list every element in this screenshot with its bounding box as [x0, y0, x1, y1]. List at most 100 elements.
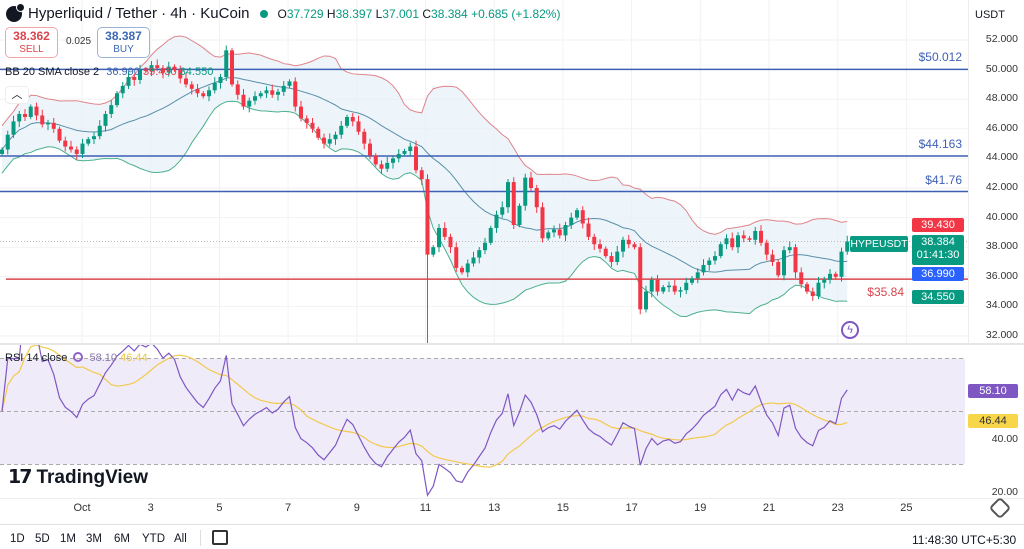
- candle: [557, 229, 562, 236]
- symbol-header: Hyperliquid / Tether · 4h · KuCoin O37.7…: [6, 2, 560, 22]
- candle: [586, 223, 591, 237]
- level-label: $35.84: [867, 285, 904, 300]
- candle: [759, 230, 763, 243]
- last-price-tag: 38.384 01:41:30: [912, 235, 964, 265]
- timeframe-button-3m[interactable]: 3M: [86, 533, 102, 545]
- price-axis-label: 38.000: [985, 240, 1018, 253]
- price-axis-label: 50.000: [985, 62, 1018, 75]
- candle: [448, 236, 453, 248]
- candle: [741, 235, 746, 239]
- time-axis-label: 13: [488, 502, 501, 514]
- price-axis-label: 46.000: [985, 121, 1018, 134]
- candle: [770, 254, 775, 262]
- rsi-chart[interactable]: [0, 345, 968, 500]
- price-axis-label: 36.000: [985, 269, 1018, 282]
- timeframe-button-5d[interactable]: 5D: [35, 533, 50, 545]
- price-axis-label: 40.000: [985, 210, 1018, 223]
- candle: [17, 114, 22, 122]
- time-axis-label: 9: [353, 502, 360, 514]
- candle: [63, 140, 68, 147]
- price-axis[interactable]: [968, 0, 1024, 343]
- candle: [11, 121, 16, 135]
- collapse-legend-button[interactable]: ︿: [5, 86, 29, 104]
- candle: [161, 68, 165, 73]
- timeframe-button-all[interactable]: All: [174, 533, 187, 545]
- time-axis-label: 17: [625, 502, 638, 514]
- currency-label[interactable]: USDT: [975, 9, 1005, 21]
- candle: [839, 251, 844, 277]
- candle: [293, 81, 298, 107]
- time-axis-divider: [0, 498, 1024, 499]
- candle: [333, 134, 338, 140]
- candle: [644, 291, 648, 310]
- rsi-line: [1, 345, 848, 497]
- price-axis-label: 44.000: [985, 151, 1018, 164]
- candle: [396, 153, 401, 159]
- candle: [816, 282, 821, 297]
- time-axis-label: 25: [900, 502, 913, 514]
- candle: [178, 69, 183, 79]
- candle: [402, 151, 407, 154]
- timeframe-button-1d[interactable]: 1D: [10, 533, 25, 545]
- candle: [235, 84, 240, 95]
- time-axis-label: 5: [216, 502, 223, 514]
- candle: [822, 279, 827, 283]
- candle: [304, 118, 309, 123]
- candle: [46, 122, 50, 125]
- candle: [569, 217, 574, 225]
- rsi-value-tag: 58.10: [968, 384, 1018, 398]
- candle: [391, 158, 395, 163]
- candle: [74, 149, 79, 154]
- rsi-ma-tag: 46.44: [968, 414, 1018, 428]
- candle: [454, 247, 459, 268]
- candle: [575, 210, 579, 218]
- level-label: $41.76: [925, 172, 962, 187]
- candle: [787, 247, 792, 251]
- candle: [155, 65, 160, 69]
- candle: [782, 250, 786, 276]
- candle: [69, 146, 73, 150]
- candle: [138, 69, 142, 80]
- candle: [316, 128, 321, 138]
- level-label: $50.012: [918, 50, 962, 65]
- date-range-calendar-icon[interactable]: [212, 530, 228, 545]
- candle: [362, 131, 367, 144]
- candle: [57, 128, 62, 141]
- bb-upper-line: [1, 35, 848, 235]
- candle: [373, 155, 378, 165]
- candle: [339, 125, 344, 135]
- alert-lightning-icon[interactable]: ϟ: [841, 321, 859, 339]
- candle: [34, 106, 39, 116]
- candle: [350, 116, 355, 122]
- timeframe-button-1m[interactable]: 1M: [60, 533, 76, 545]
- buy-button[interactable]: 38.387 BUY: [97, 27, 150, 58]
- price-axis-label: 32.000: [985, 329, 1018, 341]
- candle: [494, 214, 499, 228]
- candle: [580, 210, 585, 224]
- rsi-settings-icon[interactable]: [73, 352, 84, 362]
- candle: [764, 242, 769, 255]
- candle: [799, 272, 804, 285]
- candle: [425, 179, 430, 255]
- candle: [534, 188, 539, 208]
- candle: [345, 116, 349, 126]
- time-axis-label: 19: [694, 502, 707, 514]
- clock[interactable]: 11:48:30 UTC+5:30: [912, 533, 1017, 547]
- timeframe-button-ytd[interactable]: YTD: [142, 533, 165, 545]
- bb-lower-tag: 34.550: [912, 290, 964, 304]
- sell-button[interactable]: 38.362 SELL: [5, 27, 58, 58]
- candle: [667, 285, 671, 288]
- candle: [287, 81, 292, 86]
- candle: [115, 93, 119, 106]
- candle: [253, 96, 257, 101]
- candle: [845, 241, 850, 252]
- timeframe-button-6m[interactable]: 6M: [114, 533, 130, 545]
- price-chart[interactable]: [0, 0, 968, 343]
- chart-settings-gear-icon[interactable]: [988, 496, 1012, 520]
- symbol-title[interactable]: Hyperliquid / Tether · 4h · KuCoin: [28, 5, 250, 22]
- candle: [753, 230, 758, 240]
- pane-divider[interactable]: [0, 343, 1024, 345]
- rsi-legend[interactable]: RSI 14 close 58.10 46.44: [5, 352, 148, 364]
- candle: [506, 182, 510, 208]
- bb-legend[interactable]: BB 20 SMA close 2 36.990 39.430 34.550: [5, 66, 214, 78]
